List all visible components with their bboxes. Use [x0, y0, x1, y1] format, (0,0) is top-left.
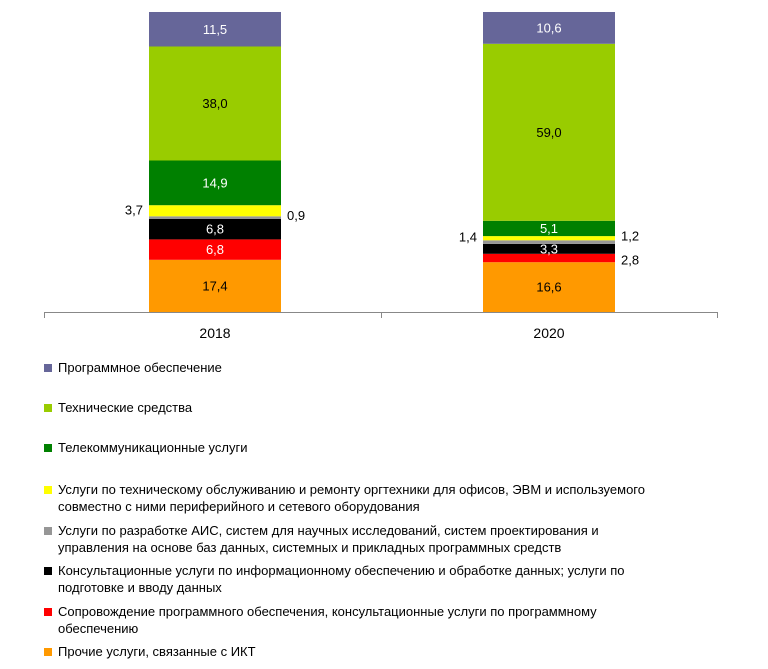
x-tick-label: 2018: [199, 325, 230, 341]
legend-label: Прочие услуги, связанные с ИКТ: [58, 644, 256, 659]
legend-label: Консультационные услуги по информационно…: [58, 563, 625, 595]
legend-item: Прочие услуги, связанные с ИКТ: [44, 643, 256, 660]
bar-segment: [483, 236, 615, 241]
x-axis: 2018 2020: [44, 312, 718, 341]
legend-label: Телекоммуникационные услуги: [58, 440, 248, 455]
legend-item: Телекоммуникационные услуги: [44, 439, 247, 456]
data-label: 38,0: [202, 96, 227, 111]
bar-segment: [149, 239, 281, 260]
legend-label: Сопровождение программного обеспечения, …: [58, 604, 597, 636]
legend-label: Технические средства: [58, 400, 193, 415]
legend-item: Программное обеспечение: [44, 359, 222, 376]
legend-swatch: [44, 404, 52, 412]
legend-label: Программное обеспечение: [58, 360, 222, 375]
bar-segment: [149, 160, 281, 206]
data-label: 6,8: [206, 242, 224, 257]
bar-segment: [483, 240, 615, 244]
bar-segment: [483, 253, 615, 263]
data-label: 17,4: [202, 278, 227, 293]
bar-segment: [483, 262, 615, 312]
bar-segment: [483, 12, 615, 44]
data-label: 3,7: [125, 202, 143, 217]
stacked-bar-chart: 17,4 6,8 6,8 0,9 3,7 14,9 38,0 11,5 16,6 2,8 3,3 1,…: [44, 12, 718, 341]
data-label: 14,9: [202, 175, 227, 190]
bar-segment: [149, 205, 281, 217]
data-label: 59,0: [536, 125, 561, 140]
data-label: 10,6: [536, 20, 561, 35]
bars-group: [149, 12, 615, 312]
legend-swatch: [44, 608, 52, 616]
bar-segment: [483, 243, 615, 254]
legend-item: Сопровождение программного обеспечения, …: [44, 603, 597, 637]
bar-segment: [483, 43, 615, 221]
data-label: 1,2: [621, 229, 639, 244]
legend-swatch: [44, 444, 52, 452]
legend-item: Консультационные услуги по информационно…: [44, 562, 624, 596]
data-label: 2,8: [621, 253, 639, 268]
x-tick-label: 2020: [533, 325, 564, 341]
data-label: 6,8: [206, 222, 224, 237]
legend-item: Услуги по техническому обслуживанию и ре…: [44, 481, 645, 515]
legend-swatch: [44, 527, 52, 535]
legend-label: Услуги по техническому обслуживанию и ре…: [58, 482, 645, 514]
data-label: 1,4: [459, 230, 477, 245]
legend-swatch: [44, 648, 52, 656]
data-label: 3,3: [540, 241, 558, 256]
bar-segment: [149, 259, 281, 312]
bar-segment: [149, 216, 281, 219]
legend-swatch: [44, 567, 52, 575]
legend-label: Услуги по разработке АИС, систем для нау…: [58, 523, 599, 555]
bar-segment: [149, 46, 281, 161]
data-label: 16,6: [536, 280, 561, 295]
data-label: 5,1: [540, 221, 558, 236]
bar-segment: [149, 12, 281, 47]
bar-segment: [483, 220, 615, 237]
legend-swatch: [44, 364, 52, 372]
data-labels-group: 17,4 6,8 6,8 0,9 3,7 14,9 38,0 11,5 16,6 2,8 3,3 1,…: [125, 20, 639, 294]
data-label: 0,9: [287, 208, 305, 223]
legend-swatch: [44, 486, 52, 494]
legend-item: Технические средства: [44, 399, 192, 416]
bar-segment: [149, 219, 281, 240]
data-label: 11,5: [203, 22, 227, 37]
legend-item: Услуги по разработке АИС, систем для нау…: [44, 522, 599, 556]
